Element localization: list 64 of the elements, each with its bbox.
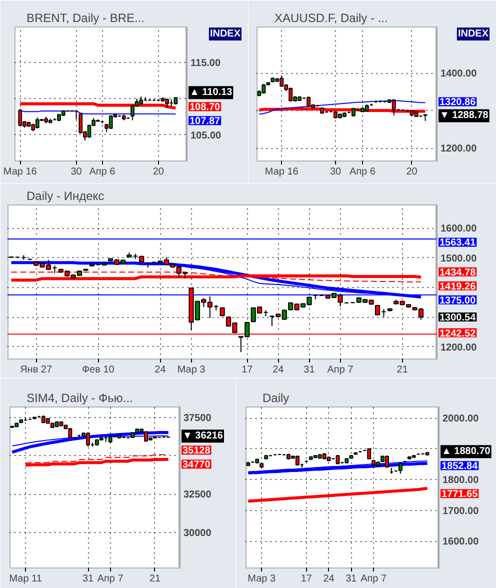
x-tick-label: 24 xyxy=(154,364,166,376)
x-tick-label: Мар 16 xyxy=(3,166,38,178)
x-tick-label: Апр 7 xyxy=(327,364,354,376)
data-label: 34770 xyxy=(182,460,211,471)
x-tick-label: 24 xyxy=(323,574,335,584)
y-tick-label: 30000 xyxy=(184,528,212,539)
chart-title: SIM4, Daily - Фью... xyxy=(26,391,133,405)
data-label: 35128 xyxy=(182,446,211,457)
y-tick-label: 37500 xyxy=(184,413,212,424)
x-tick-label: 24 xyxy=(272,364,284,376)
y-tick-label: 1700.00 xyxy=(442,506,480,517)
data-label: 1434.78 xyxy=(440,267,476,278)
ref-line-label: 1375.00 xyxy=(440,295,476,306)
x-tick-label: Апр 7 xyxy=(97,574,124,584)
x-tick-label: 17 xyxy=(242,364,254,376)
chart-title: Daily - Индекс xyxy=(26,189,104,203)
x-tick-label: 30 xyxy=(70,166,82,178)
text: ▼ 1288.78 xyxy=(440,110,488,122)
y-tick-label: 1600.00 xyxy=(442,536,480,548)
text: ▲ 110.13 xyxy=(190,87,232,98)
x-tick-label: 31 xyxy=(304,364,316,376)
text: INDEX xyxy=(210,28,241,40)
x-tick-label: Мар 3 xyxy=(248,574,276,584)
x-tick-label: Апр 7 xyxy=(360,574,387,584)
y-tick-label: 1500.00 xyxy=(440,253,478,264)
text: 1300.54 xyxy=(440,312,476,324)
x-tick-label: 31 xyxy=(82,574,94,584)
x-tick-label: Апр 6 xyxy=(89,166,116,178)
y-tick-label: 1200.00 xyxy=(440,342,478,354)
x-tick-label: 17 xyxy=(300,574,312,584)
x-tick-label: 21 xyxy=(149,574,161,584)
data-label: 107.87 xyxy=(190,116,221,128)
y-tick-label: 1400.00 xyxy=(440,68,478,80)
text: INDEX xyxy=(458,28,489,40)
y-tick-label: 2000.00 xyxy=(442,414,480,425)
data-label: 108.70 xyxy=(190,102,221,114)
x-tick-label: Мар 3 xyxy=(177,364,206,376)
x-tick-label: 20 xyxy=(406,166,418,178)
y-tick-label: 1200.00 xyxy=(440,144,478,154)
text: ▲ 1880.70 xyxy=(442,446,490,458)
text: ▼ 36216 xyxy=(182,430,223,442)
x-tick-label: Апр 6 xyxy=(349,166,376,178)
x-tick-label: 31 xyxy=(346,574,358,584)
x-tick-label: Мар 16 xyxy=(264,166,299,178)
y-tick-label: 115.00 xyxy=(190,58,221,70)
y-tick-label: 1800.00 xyxy=(442,475,480,486)
ref-line-label: 1563.41 xyxy=(440,238,476,249)
data-label: 1771.65 xyxy=(442,489,478,500)
y-tick-label: 105.00 xyxy=(190,130,222,142)
data-label: 1320.86 xyxy=(440,97,476,108)
y-tick-label: 32500 xyxy=(184,490,212,501)
data-label: 1419.26 xyxy=(440,281,476,292)
chart-title: BRENT, Daily - BRE... xyxy=(26,11,145,25)
ref-line-label: 1242.52 xyxy=(440,328,476,340)
x-tick-label: 21 xyxy=(396,364,408,376)
y-tick-label: 1600.00 xyxy=(440,224,478,235)
x-tick-label: 20 xyxy=(152,166,164,178)
data-label: 1852.84 xyxy=(442,461,478,472)
x-tick-label: Мар 11 xyxy=(9,574,42,584)
x-tick-label: Фев 10 xyxy=(82,364,115,376)
chart-title: XAUUSD.F, Daily - ... xyxy=(274,11,388,25)
x-tick-label: Янв 27 xyxy=(20,364,52,376)
chart-title: Daily xyxy=(262,391,290,405)
x-tick-label: 30 xyxy=(330,166,342,178)
